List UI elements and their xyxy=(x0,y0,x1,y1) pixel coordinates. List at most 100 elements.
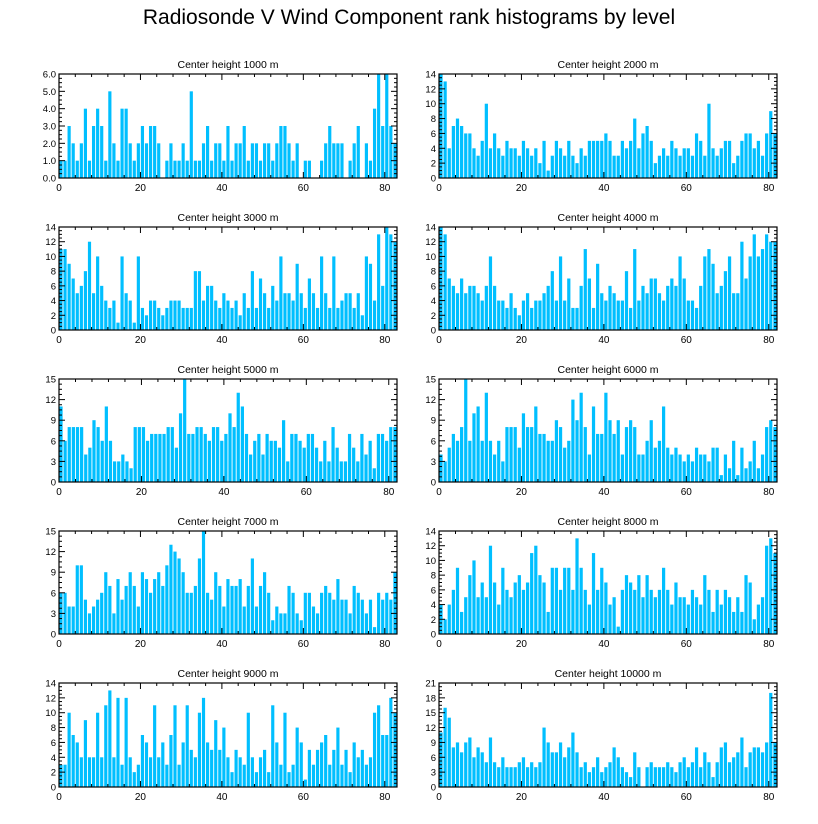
histogram-bar xyxy=(447,148,451,178)
y-tick-label: 0 xyxy=(431,630,436,641)
histogram-bar xyxy=(360,749,364,787)
histogram-bar xyxy=(608,762,612,787)
panel-title: Center height 2000 m xyxy=(558,59,659,71)
panel-title: Center height 5000 m xyxy=(178,364,279,376)
histogram-bar xyxy=(79,757,83,787)
histogram-bar xyxy=(269,440,273,482)
histogram-bar xyxy=(715,762,719,787)
histogram-bar xyxy=(637,454,641,482)
histogram-bar xyxy=(261,454,265,482)
histogram-bar xyxy=(530,553,534,634)
histogram-bar xyxy=(364,256,368,330)
histogram-bar xyxy=(332,256,336,330)
histogram-bar xyxy=(364,613,368,634)
histogram-bar xyxy=(246,712,250,787)
histogram-bar xyxy=(236,392,240,482)
x-tick-label: 80 xyxy=(383,487,395,498)
histogram-bar xyxy=(315,613,320,634)
histogram-bar xyxy=(686,148,690,178)
histogram-bar xyxy=(492,762,497,787)
x-tick-label: 80 xyxy=(763,792,775,803)
histogram-bar xyxy=(443,81,447,178)
histogram-bar xyxy=(87,757,92,787)
x-tick-label: 20 xyxy=(516,639,528,650)
histogram-bar xyxy=(542,293,546,330)
histogram-bar xyxy=(591,406,596,482)
histogram-bar xyxy=(348,613,352,634)
histogram-bar xyxy=(682,461,686,482)
histogram-bar xyxy=(719,148,723,178)
histogram-bar xyxy=(740,737,744,787)
histogram-bar xyxy=(389,234,393,330)
histogram-bar xyxy=(645,767,649,787)
histogram-bar xyxy=(75,160,79,178)
histogram-bar xyxy=(377,74,381,178)
histogram-bar xyxy=(234,749,238,787)
histogram-bar xyxy=(542,433,546,482)
y-tick-label: 3 xyxy=(51,609,56,620)
histogram-bar xyxy=(517,155,521,178)
x-tick-label: 40 xyxy=(598,335,610,346)
histogram-bar xyxy=(348,772,352,787)
histogram-bar xyxy=(364,454,368,482)
histogram-bar xyxy=(670,140,674,178)
histogram-bar xyxy=(460,278,464,330)
histogram-bar xyxy=(71,735,75,787)
histogram-bar xyxy=(63,764,67,787)
histogram-bar xyxy=(567,440,571,482)
histogram-bar xyxy=(525,582,530,634)
histogram-bar xyxy=(633,249,637,330)
y-tick-label: 4 xyxy=(51,296,56,307)
histogram-bar xyxy=(575,307,579,330)
histogram-bar xyxy=(324,585,328,634)
y-tick-label: 14 xyxy=(425,223,436,234)
histogram-bar xyxy=(67,427,71,482)
histogram-bar xyxy=(340,300,344,330)
y-tick-label: 0 xyxy=(431,478,436,489)
histogram-bar xyxy=(201,300,206,330)
histogram-bar xyxy=(380,433,385,482)
histogram-bar xyxy=(517,447,521,482)
histogram-bar xyxy=(71,427,75,482)
histogram-bar xyxy=(324,735,328,787)
histogram-bar xyxy=(682,757,686,787)
histogram-bar xyxy=(91,293,96,330)
histogram-bar xyxy=(189,307,193,330)
y-tick-label: 12 xyxy=(425,84,436,95)
histogram-bar xyxy=(727,597,732,634)
histogram-bar xyxy=(336,307,340,330)
x-tick-label: 60 xyxy=(301,487,313,498)
y-tick-label: 2 xyxy=(431,159,436,170)
histogram-bar xyxy=(287,293,291,330)
histogram-bar xyxy=(189,592,193,634)
histogram-bar xyxy=(197,271,202,330)
histogram-bar xyxy=(447,604,451,634)
histogram-bar xyxy=(443,234,447,330)
histogram-bar xyxy=(596,433,600,482)
histogram-bar xyxy=(703,454,707,482)
histogram-bar xyxy=(67,606,71,634)
histogram-bar xyxy=(608,285,612,330)
histogram-bar xyxy=(210,285,214,330)
histogram-bar xyxy=(307,749,311,787)
y-tick-label: 12 xyxy=(425,723,436,734)
histogram-bar xyxy=(484,597,488,634)
x-tick-label: 40 xyxy=(218,487,230,498)
histogram-bar xyxy=(472,757,476,787)
histogram-bar xyxy=(344,599,348,634)
histogram-bar xyxy=(736,752,740,787)
histogram-bar xyxy=(694,447,699,482)
histogram-bar xyxy=(242,606,246,634)
histogram-bar xyxy=(707,461,711,482)
histogram-bar xyxy=(690,300,695,330)
histogram-bar xyxy=(210,160,214,178)
histogram-bar xyxy=(214,143,218,178)
histogram-bar xyxy=(472,413,476,482)
histogram-bar xyxy=(295,263,299,330)
y-tick-label: 2 xyxy=(431,615,436,626)
histogram-bar xyxy=(604,392,608,482)
histogram-bar xyxy=(480,440,484,482)
histogram-bar xyxy=(554,140,559,178)
histogram-bar xyxy=(530,155,534,178)
histogram-bar xyxy=(534,545,538,634)
